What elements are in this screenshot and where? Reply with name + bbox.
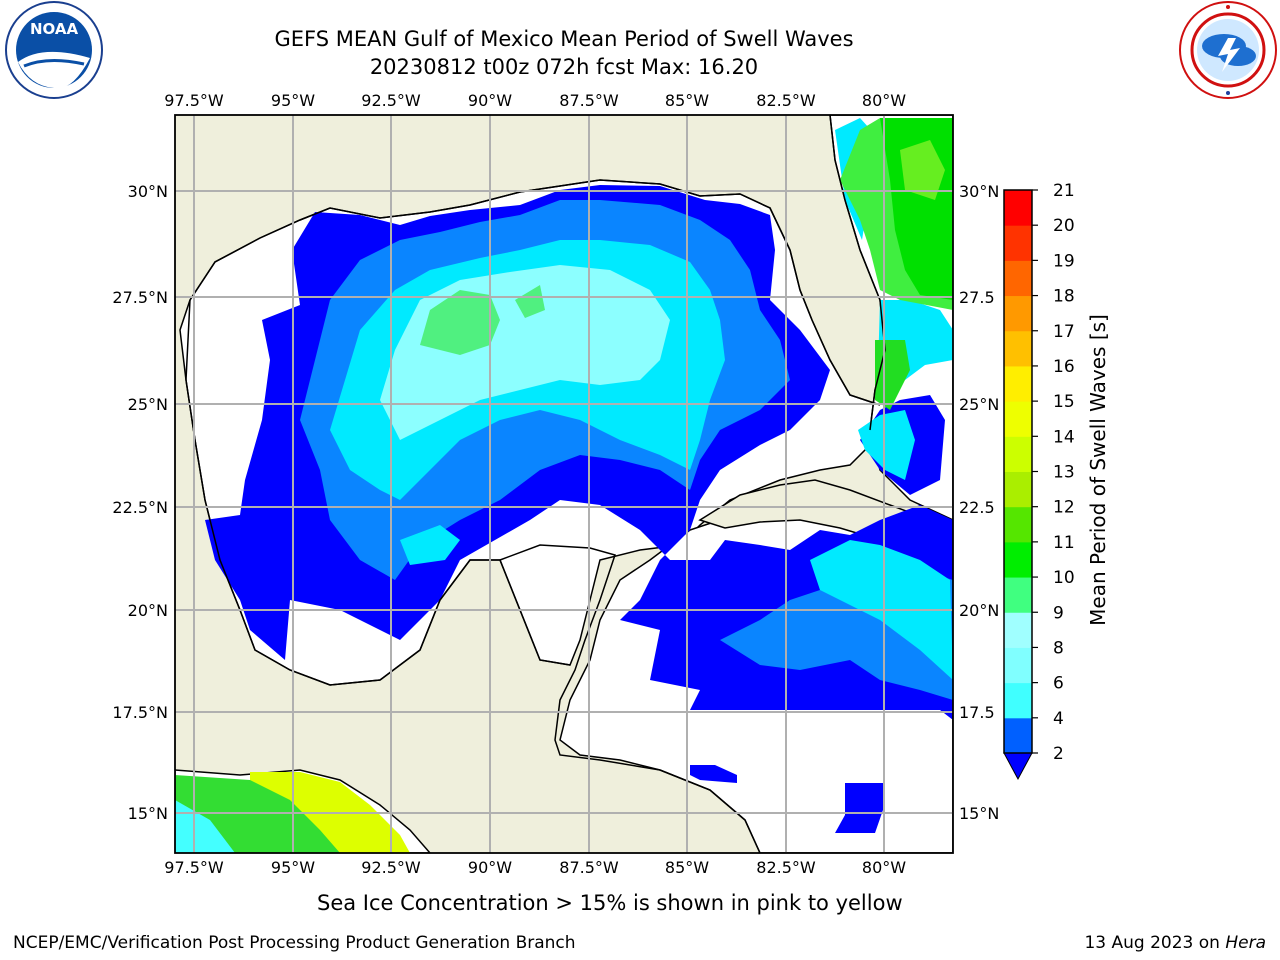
lat-tick-right: 30°N [959,182,999,201]
lat-tick-left: 17.5°N [112,703,168,722]
colorbar-tick-label: 13 [1053,463,1075,483]
colorbar-segment [1004,577,1032,613]
colorbar-segment [1004,647,1032,684]
map-title: GEFS MEAN Gulf of Mexico Mean Period of … [274,27,854,51]
colorbar-segment [1004,330,1032,367]
lon-tick-bottom: 82.5°W [756,858,816,877]
colorbar-tick-label: 17 [1053,322,1075,342]
colorbar-segment [1004,717,1032,754]
footer-credit: NCEP/EMC/Verification Post Processing Pr… [13,933,576,953]
colorbar-segment [1004,471,1032,508]
lat-tick-right: 25°N [959,395,999,414]
colorbar-tick-label: 21 [1053,181,1075,201]
lon-ticks-top: 97.5°W 95°W 92.5°W 90°W 87.5°W 85°W 82.5… [164,91,906,110]
lat-tick-left: 20°N [128,601,168,620]
coastline-mexico [185,299,571,686]
colorbar-tick-label: 20 [1053,216,1075,236]
swell-atl-limegreen [900,140,945,200]
colorbar-segment [1004,541,1032,578]
colorbar-segment [1004,295,1032,332]
lon-tick-bottom: 97.5°W [164,858,224,877]
colorbar-tick-label: 19 [1053,251,1075,271]
lon-tick-bottom: 95°W [271,858,315,877]
lon-tick-bottom: 90°W [468,858,512,877]
lon-tick-top: 95°W [271,91,315,110]
svg-text:NOAA: NOAA [30,20,79,38]
colorbar-tick-label: 10 [1053,568,1075,588]
colorbar-tick-label: 9 [1053,603,1064,623]
footer-host: Hera [1225,933,1266,953]
map-frame [174,114,954,854]
colorbar-segment [1004,506,1032,543]
swell-2-4-south2 [690,765,737,783]
colorbar-segment [1004,682,1032,719]
lon-tick-bottom: 92.5°W [361,858,421,877]
colorbar-tick-label: 12 [1053,498,1075,518]
lat-tick-right: 20°N [959,601,999,620]
lon-tick-top: 90°W [468,91,512,110]
lat-tick-left: 27.5°N [112,288,168,307]
colorbar-tick-label: 14 [1053,427,1075,447]
lon-tick-bottom: 80°W [862,858,906,877]
coastline-florida-east [829,115,886,431]
colorbar-tick-label: 18 [1053,287,1075,307]
lat-tick-left: 22.5°N [112,498,168,517]
colorbar-tick-label: 15 [1053,392,1075,412]
map-plot-area [175,115,953,853]
map-subtitle: 20230812 t00z 072h fcst Max: 16.20 [369,55,759,79]
footer-date-text: 13 Aug 2023 on [1084,933,1226,953]
colorbar-segment [1004,436,1032,472]
lon-tick-top: 85°W [665,91,709,110]
coastline-gulf [189,179,881,406]
colorbar-tick-label: 4 [1053,709,1064,729]
colorbar-segment [1004,401,1032,437]
lat-tick-left: 25°N [128,395,168,414]
colorbar-tick-label: 2 [1053,744,1064,764]
lat-tick-right: 27.5 [959,288,995,307]
colorbar-segment [1004,225,1032,261]
noaa-logo-icon: NOAA [5,1,103,99]
sea-ice-note: Sea Ice Concentration > 15% is shown in … [317,891,903,915]
lon-ticks-bottom: 97.5°W 95°W 92.5°W 90°W 87.5°W 85°W 82.5… [164,858,906,877]
lat-ticks-right: 30°N 27.5 25°N 22.5 20°N 17.5 15°N [959,182,999,823]
colorbar-segment [1004,190,1032,226]
colorbar-tick-label: 6 [1053,674,1064,694]
swell-9-10-b [515,285,545,318]
lon-tick-top: 80°W [862,91,906,110]
lon-tick-bottom: 87.5°W [559,858,619,877]
lat-tick-left: 30°N [128,182,168,201]
colorbar-segment [1004,365,1032,402]
lon-tick-bottom: 85°W [665,858,709,877]
colorbar-tick-label: 16 [1053,357,1075,377]
colorbar-segment [1004,260,1032,297]
swell-6-8-east2 [858,410,915,480]
footer-date: 13 Aug 2023 on Hera [1084,933,1266,953]
lat-ticks-left: 30°N 27.5°N 25°N 22.5°N 20°N 17.5°N 15°N [112,182,168,823]
colorbar-tick-label: 8 [1053,638,1064,658]
map-gridlines [175,115,953,853]
swell-2-4-south [835,783,883,833]
colorbar-segment [1004,612,1032,648]
lon-tick-top: 82.5°W [756,91,816,110]
lon-tick-top: 92.5°W [361,91,421,110]
lat-tick-left: 15°N [128,804,168,823]
nws-logo-icon [1179,1,1277,99]
lon-tick-top: 87.5°W [559,91,619,110]
lon-tick-top: 97.5°W [164,91,224,110]
lat-tick-right: 15°N [959,804,999,823]
lat-tick-right: 17.5 [959,703,995,722]
colorbar-tick-label: 11 [1053,533,1075,553]
colorbar-label: Mean Period of Swell Waves [s] [1086,314,1110,626]
lat-tick-right: 22.5 [959,498,995,517]
colorbar-extend-arrow [1003,752,1033,781]
swell-9-10 [420,290,500,355]
coastline-yucatan [499,544,761,853]
colorbar: 2 4 6 8 9 10 11 12 13 14 15 16 17 18 19 20 21 [1003,181,1075,781]
swell-6-8-south [400,525,460,565]
